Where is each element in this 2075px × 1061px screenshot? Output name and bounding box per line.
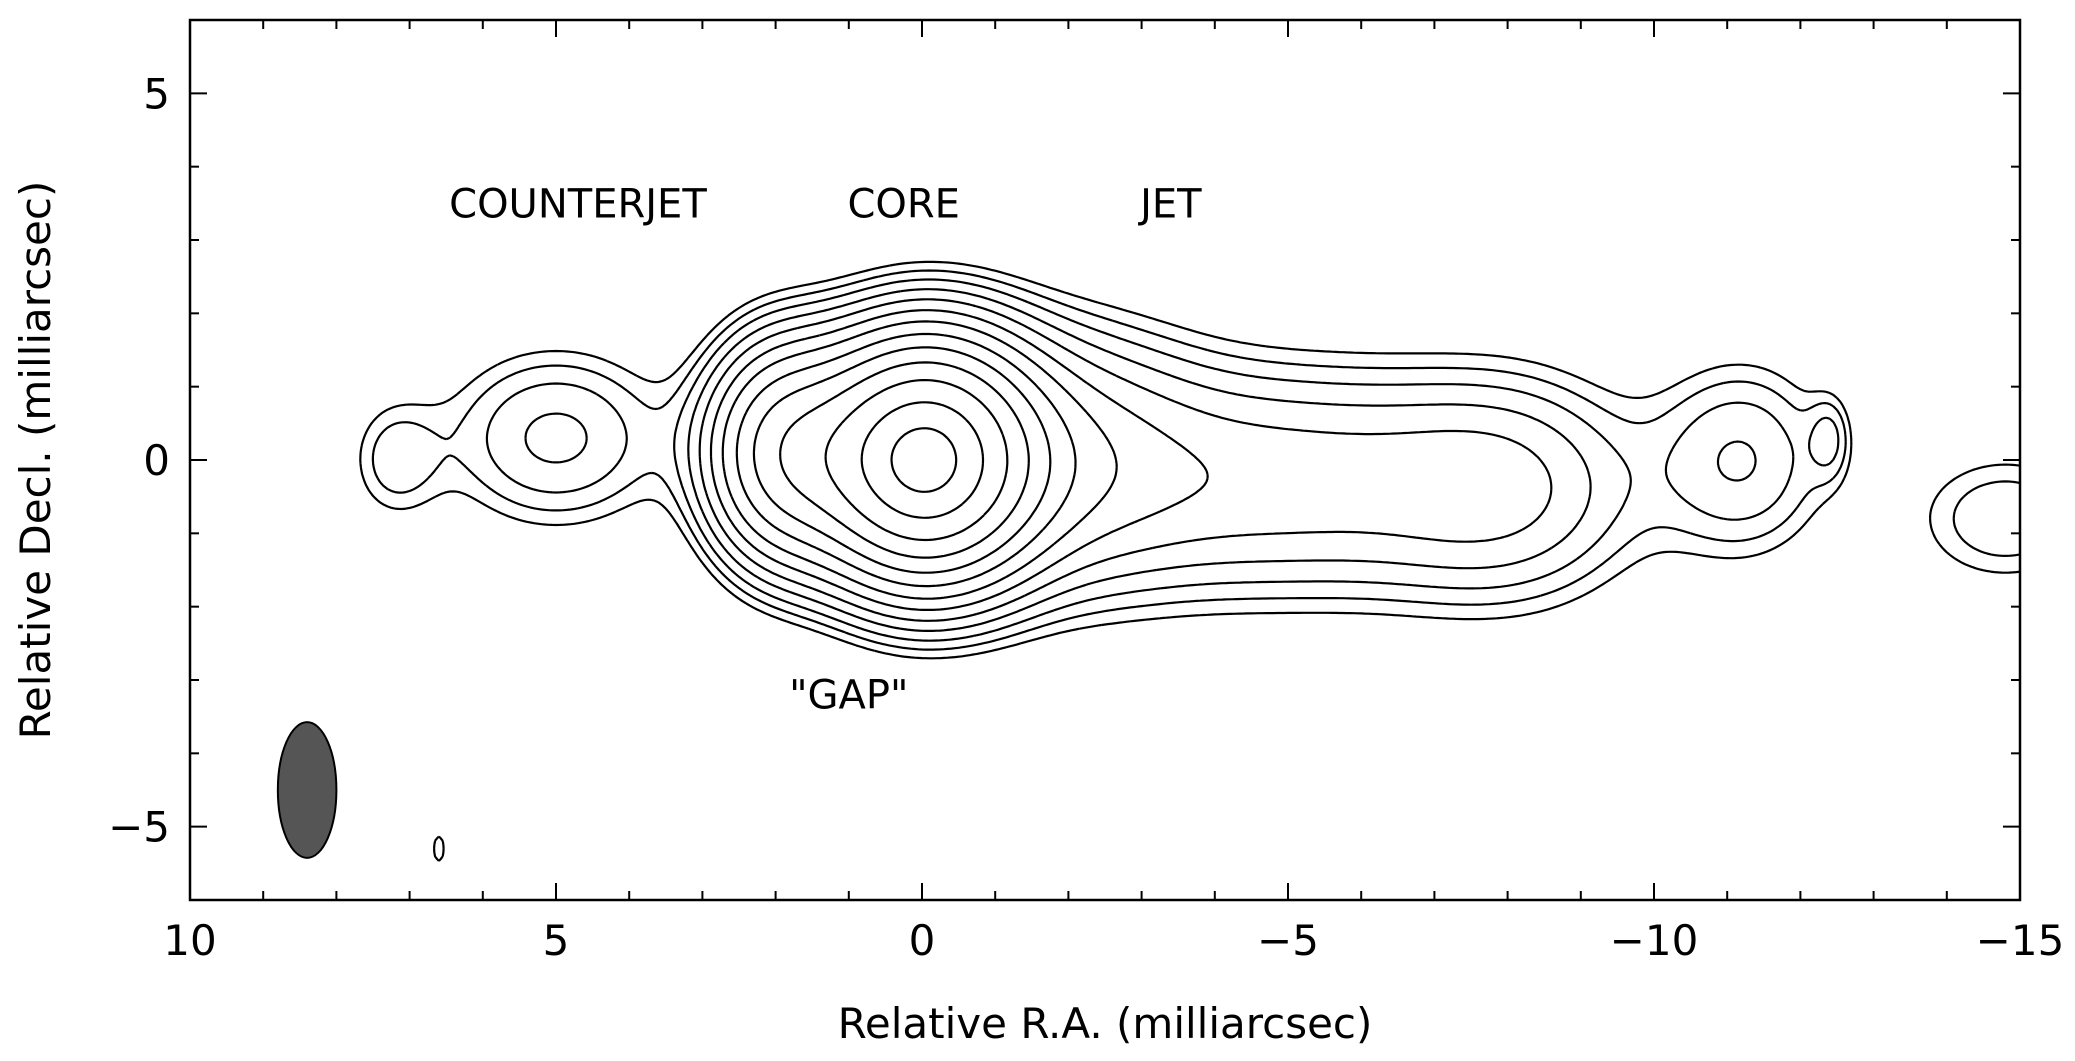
- contour-level: [524, 288, 1757, 632]
- y-tick-label: −5: [108, 803, 170, 852]
- beam-ellipse: [276, 721, 338, 859]
- contour-level: [709, 309, 1209, 611]
- x-tick-label: −10: [1610, 916, 1699, 965]
- annotation-label: CORE: [847, 181, 959, 227]
- annotation-label: COUNTERJET: [449, 181, 707, 227]
- x-tick-label: 5: [543, 916, 570, 965]
- contour-layer: [359, 260, 2020, 862]
- contour-level: [735, 332, 1077, 588]
- contour-level: [860, 401, 985, 519]
- contour-level: [359, 260, 2020, 862]
- contour-level: [824, 379, 1009, 542]
- contour-level: [371, 269, 2020, 651]
- contour-level: [721, 320, 1118, 600]
- plot-frame: [188, 18, 2022, 902]
- contour-level: [890, 427, 958, 493]
- x-tick-label: −15: [1976, 916, 2065, 965]
- contour-level: [752, 346, 1052, 574]
- y-tick-label: 0: [143, 436, 170, 485]
- contour-level: [779, 361, 1030, 559]
- annotation-label: "GAP": [789, 673, 908, 719]
- x-axis-title: Relative R.A. (milliarcsec): [838, 999, 1373, 1048]
- x-tick-label: 0: [909, 916, 936, 965]
- x-tick-label: −5: [1257, 916, 1319, 965]
- annotation-label: JET: [1137, 181, 1202, 227]
- ticks-layer: [189, 19, 2021, 901]
- y-axis-title: Relative Decl. (milliarcsec): [11, 181, 60, 740]
- contour-level: [698, 298, 1553, 622]
- labels-layer: 10 5 0 −5 −10 −15 5 0 −5 COUNTERJET CORE JET "GAP": [108, 69, 2064, 965]
- y-tick-label: 5: [143, 69, 170, 118]
- contour-level: [485, 278, 1840, 642]
- x-tick-label: 10: [163, 916, 216, 965]
